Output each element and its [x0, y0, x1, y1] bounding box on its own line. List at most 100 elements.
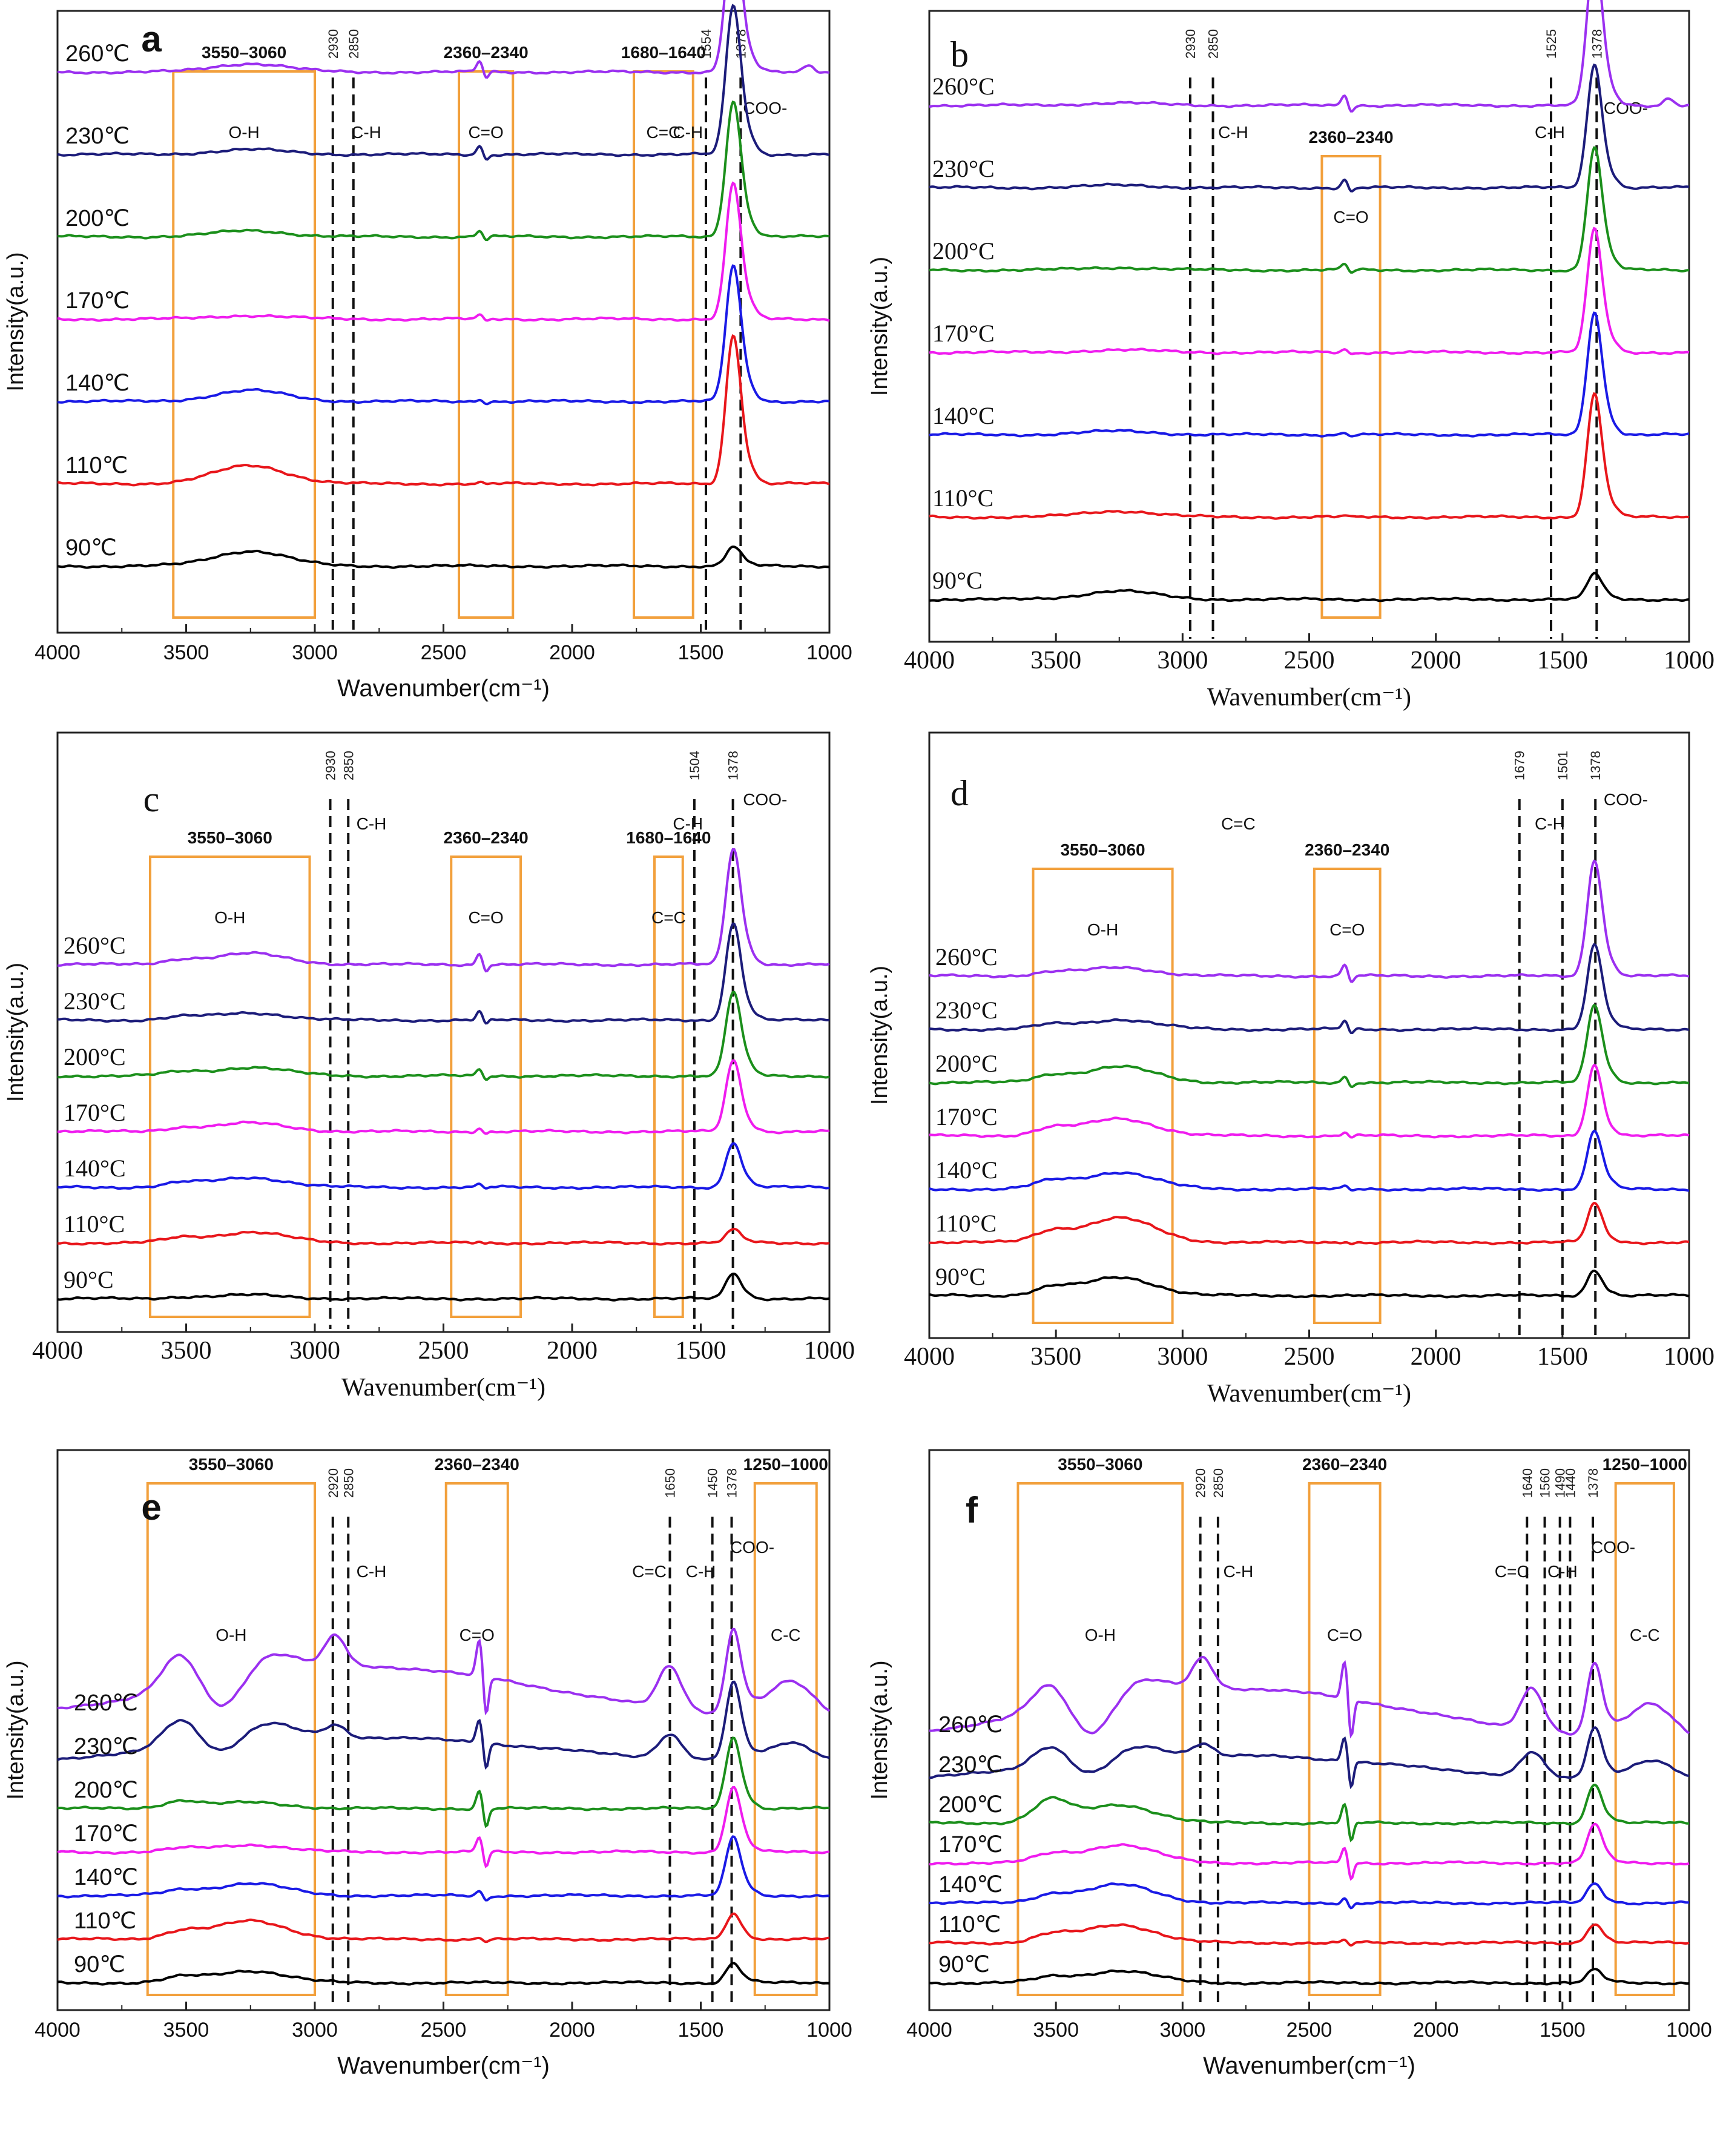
series-label-170: 170℃ — [74, 1821, 138, 1847]
panel-letter: b — [950, 35, 969, 74]
range-label: 2360–2340 — [1302, 1455, 1387, 1474]
series-line-90 — [929, 572, 1690, 602]
series-line-260 — [929, 1655, 1690, 1739]
band-label: C=C — [651, 908, 686, 927]
range-box — [1308, 1482, 1382, 1996]
x-tick-label: 1000 — [806, 641, 852, 664]
peak-label: 2930 — [323, 751, 338, 780]
chart-panel-a: 4000 3500 3000 2500 2000 1500 1000 Wavenumber(c… — [3, 0, 852, 702]
band-label: C-C — [771, 1626, 801, 1644]
x-tick-label: 2000 — [547, 1337, 598, 1365]
series-line-140 — [929, 1129, 1690, 1192]
series-label-90: 90°C — [935, 1263, 986, 1290]
annotation-label: C-H — [351, 123, 381, 142]
peak-label: 2850 — [1211, 1468, 1226, 1498]
annotation-label: COO- — [1604, 790, 1648, 809]
band-label: C=C — [646, 123, 680, 142]
x-tick-label: 3500 — [163, 641, 209, 664]
x-tick-label: 2500 — [1284, 647, 1335, 674]
annotation-label: C-H — [357, 1562, 387, 1581]
series-line-140 — [57, 264, 829, 406]
x-tick-label: 3000 — [1160, 2019, 1206, 2042]
annotation-label: C=C — [632, 1562, 667, 1581]
range-label: 2360–2340 — [1305, 840, 1389, 859]
y-axis-label: Intensity(a.u.) — [3, 1660, 28, 1799]
range-label: 3550–3060 — [188, 828, 272, 847]
x-axis-label: Wavenumber(cm⁻¹) — [1203, 2052, 1415, 2079]
range-box — [444, 1482, 509, 1996]
peak-label: 1378 — [1586, 1468, 1601, 1498]
x-tick-label: 4000 — [904, 1343, 955, 1371]
peak-label: 1504 — [687, 751, 702, 780]
series-line-260 — [929, 0, 1690, 113]
plot-frame — [928, 731, 1690, 1339]
x-tick-label: 1500 — [1540, 2019, 1586, 2042]
series-line-90 — [57, 1272, 830, 1302]
range-box — [753, 1482, 818, 1996]
series-label-230: 230℃ — [65, 124, 130, 149]
series-line-170 — [929, 1063, 1690, 1139]
range-box — [149, 855, 311, 1318]
series-label-90: 90°C — [64, 1266, 114, 1293]
panel-letter: c — [143, 779, 160, 819]
series-line-110 — [57, 334, 830, 487]
x-tick-label: 3000 — [292, 641, 338, 664]
plot-frame — [56, 1449, 831, 2011]
x-tick-label: 2000 — [1411, 1343, 1461, 1371]
series-line-110 — [929, 1201, 1690, 1245]
x-axis-label: Wavenumber(cm⁻¹) — [1207, 684, 1411, 711]
series-label-260: 260°C — [64, 932, 126, 959]
peak-label: 2850 — [341, 1468, 356, 1498]
range-box — [653, 855, 684, 1318]
range-label: 3550–3060 — [202, 43, 286, 62]
chart-panel-c: 4000 3500 3000 2500 2000 1500 1000 Wavenumber(c… — [3, 731, 855, 1402]
series-line-140 — [57, 1835, 830, 1902]
x-tick-label: 4000 — [35, 641, 81, 664]
chart-panel-b: 4000 3500 3000 2500 2000 1500 1000 Wavenumber(c… — [867, 0, 1715, 711]
band-label: C=O — [460, 1626, 495, 1644]
series-line-90 — [929, 1269, 1690, 1299]
series-label-260: 260°C — [932, 73, 995, 100]
annotation-label: C-H — [1223, 1562, 1253, 1581]
peak-label: 1650 — [663, 1468, 678, 1498]
series-line-230 — [57, 922, 830, 1025]
x-tick-label: 1000 — [1666, 2019, 1712, 2042]
peak-label: 1501 — [1555, 751, 1570, 780]
band-label: C=O — [1329, 920, 1365, 939]
peak-label: 2850 — [346, 29, 361, 59]
y-axis-label: Intensity(a.u.) — [867, 1660, 892, 1799]
series-line-140 — [929, 311, 1690, 438]
range-label: 1250–1000 — [743, 1455, 828, 1474]
annotation-label: COO- — [730, 1538, 774, 1557]
x-axis-label: Wavenumber(cm⁻¹) — [341, 1374, 545, 1402]
x-tick-label: 1000 — [1664, 1343, 1715, 1371]
x-tick-label: 3000 — [292, 2019, 338, 2042]
annotation-label: C-H — [1535, 814, 1565, 833]
x-tick-label: 1500 — [678, 641, 724, 664]
x-tick-label: 2500 — [1286, 2019, 1333, 2042]
x-tick-label: 4000 — [906, 2019, 952, 2042]
series-line-170 — [57, 1785, 830, 1868]
series-line-260 — [57, 1627, 831, 1716]
peak-label: 2920 — [1193, 1468, 1208, 1498]
annotation-label: C=C — [1221, 814, 1256, 833]
x-tick-label: 4000 — [35, 2019, 81, 2042]
series-line-110 — [58, 1227, 830, 1246]
annotation-label: C-H — [357, 814, 387, 833]
x-tick-label: 3500 — [1030, 1343, 1081, 1371]
chart-panel-f: 4000 3500 3000 2500 2000 1500 1000 Wavenumber(c… — [867, 1449, 1712, 2079]
range-label: 2360–2340 — [1308, 128, 1393, 147]
peak-label: 1679 — [1512, 751, 1527, 780]
y-axis-label: Intensity(a.u.) — [867, 257, 892, 396]
x-axis-label: Wavenumber(cm⁻¹) — [337, 2052, 550, 2079]
series-line-200 — [929, 1003, 1690, 1089]
annotation-label: C=C — [1495, 1562, 1529, 1581]
series-line-170 — [929, 1822, 1690, 1881]
x-tick-label: 3500 — [161, 1337, 212, 1365]
panel-letter: e — [141, 1487, 161, 1528]
x-tick-label: 1000 — [804, 1337, 855, 1365]
band-label: C-C — [1630, 1626, 1660, 1644]
x-tick-label: 3500 — [1033, 2019, 1079, 2042]
series-label-140: 140°C — [932, 402, 995, 429]
